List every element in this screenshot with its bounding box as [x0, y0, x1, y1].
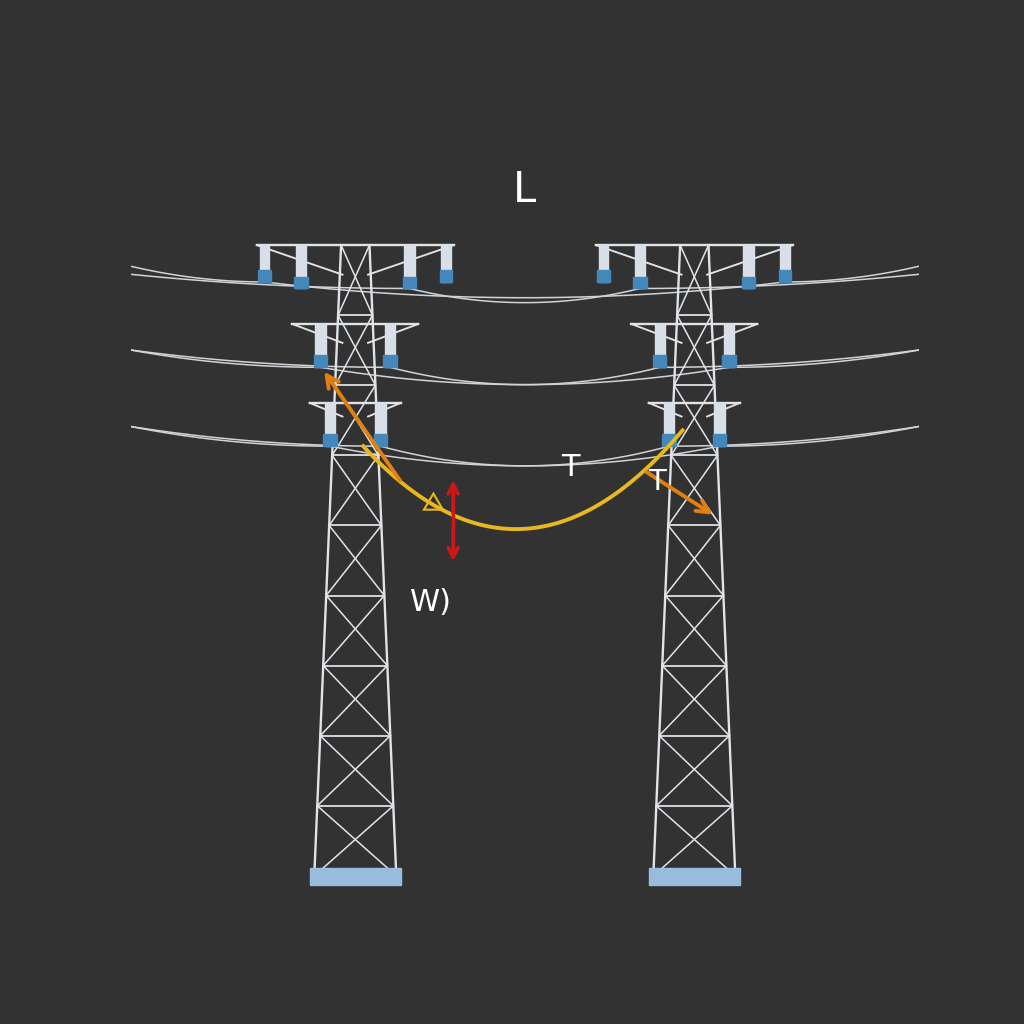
Bar: [599, 245, 608, 282]
Bar: [635, 245, 645, 289]
Bar: [441, 245, 451, 282]
Bar: [324, 434, 337, 446]
Bar: [597, 270, 610, 282]
Bar: [439, 270, 453, 282]
Bar: [648, 868, 740, 886]
Bar: [780, 245, 790, 282]
Bar: [724, 324, 734, 368]
Bar: [294, 276, 308, 289]
Bar: [260, 245, 269, 282]
Bar: [402, 276, 416, 289]
Text: W): W): [410, 588, 452, 616]
Bar: [715, 402, 725, 446]
Bar: [374, 434, 387, 446]
Bar: [404, 245, 415, 289]
Bar: [314, 355, 328, 368]
Bar: [713, 434, 726, 446]
Bar: [315, 324, 326, 368]
Bar: [741, 276, 756, 289]
Bar: [376, 402, 386, 446]
Bar: [664, 402, 674, 446]
Bar: [653, 355, 667, 368]
Text: T: T: [648, 468, 666, 496]
Bar: [383, 355, 396, 368]
Bar: [309, 868, 401, 886]
Text: T: T: [561, 453, 580, 482]
Bar: [663, 434, 676, 446]
Bar: [743, 245, 754, 289]
Bar: [296, 245, 306, 289]
Bar: [258, 270, 270, 282]
Bar: [385, 324, 395, 368]
Bar: [325, 402, 335, 446]
Bar: [634, 276, 647, 289]
Text: L: L: [513, 169, 537, 211]
Bar: [654, 324, 665, 368]
Bar: [779, 270, 792, 282]
Bar: [722, 355, 735, 368]
